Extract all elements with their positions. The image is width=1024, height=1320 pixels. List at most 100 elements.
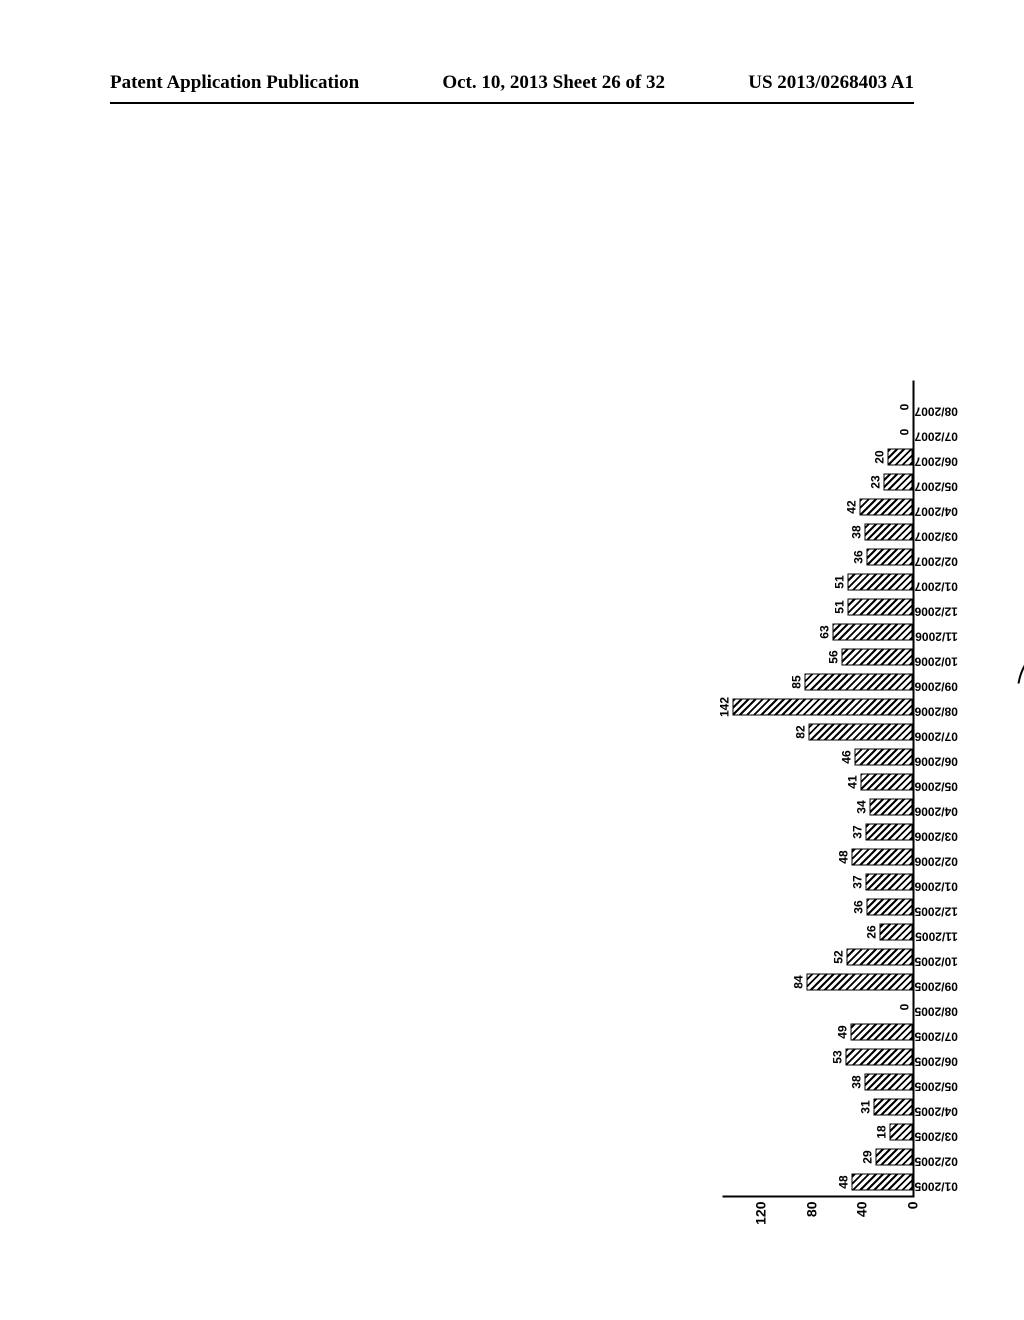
y-tick: 80 [803,1202,819,1218]
bar-value-label: 51 [833,575,847,588]
bar-column: 42 [859,498,912,517]
bar-column: 37 [866,873,913,892]
x-tick: 08/2005 [915,1000,958,1019]
figure: 04080120 4829183138534908452263637483734… [723,378,1024,1238]
x-tick: 09/2006 [915,675,958,694]
bar-value-label: 20 [872,450,886,463]
x-tick: 07/2006 [915,725,958,744]
x-tick: 07/2005 [915,1025,958,1044]
header-line: Patent Application Publication Oct. 10, … [0,72,1024,94]
bar [833,624,913,641]
shipment-chart: 04080120 4829183138534908452263637483734… [723,378,953,1238]
bar-column: 49 [850,1023,912,1042]
x-tick: 07/2007 [915,425,958,444]
bar-value-label: 29 [861,1150,875,1163]
x-tick: 06/2007 [915,450,958,469]
bar-value-label: 31 [858,1100,872,1113]
bar-column: 41 [861,773,913,792]
callout-leader-icon [1017,644,1024,688]
bar [883,474,912,491]
bar [805,674,913,691]
header-left: Patent Application Publication [110,72,359,94]
bar-column: 46 [854,748,912,767]
bar [852,1174,913,1191]
bar-column: 48 [852,848,913,867]
bar-column: 142 [733,698,913,717]
bar-value-label: 52 [832,950,846,963]
bar [876,1149,913,1166]
bar [847,949,913,966]
bar [854,749,912,766]
x-tick: 08/2007 [915,400,958,419]
bar [861,774,913,791]
bar [880,924,913,941]
x-tick: 09/2005 [915,975,958,994]
bar-value-label: 0 [898,429,912,436]
bar [873,1099,912,1116]
bar-value-label: 26 [865,925,879,938]
bar-value-label: 82 [794,725,808,738]
bar-column: 36 [867,898,913,917]
bar-column: 85 [805,673,913,692]
header-rule [110,102,914,104]
x-tick: 02/2005 [915,1150,958,1169]
bar-column: 37 [866,823,913,842]
bar-column: 29 [876,1148,913,1167]
bar [887,449,912,466]
bar-value-label: 142 [718,697,732,717]
bar [733,699,913,716]
bar [852,849,913,866]
plot-area: 4829183138534908452263637483734414682142… [723,381,915,1198]
bar-value-label: 37 [851,825,865,838]
y-tick: 0 [905,1202,921,1210]
header-right: US 2013/0268403 A1 [748,72,914,94]
x-tick: 11/2005 [915,925,958,944]
bar [845,1049,912,1066]
bar [866,824,913,841]
x-tick: 03/2006 [915,825,958,844]
x-tick: 01/2007 [915,575,958,594]
bar-column: 56 [842,648,913,667]
bar-column: 53 [845,1048,912,1067]
bar [869,799,912,816]
bar-value-label: 37 [851,875,865,888]
x-tick: 05/2007 [915,475,958,494]
x-tick: 03/2007 [915,525,958,544]
bar-column: 34 [869,798,912,817]
x-tick: 02/2006 [915,850,958,869]
y-tick: 40 [854,1202,870,1218]
bar [850,1024,912,1041]
x-tick: 04/2006 [915,800,958,819]
bar-value-label: 85 [790,675,804,688]
bar-value-label: 0 [898,1004,912,1011]
bar-value-label: 38 [849,1075,863,1088]
x-tick: 10/2005 [915,950,958,969]
bar-column: 23 [883,473,912,492]
x-tick: 08/2006 [915,700,958,719]
bar [842,649,913,666]
bar-value-label: 84 [791,975,805,988]
bar-value-label: 46 [839,750,853,763]
x-tick: 05/2005 [915,1075,958,1094]
bar-column: 38 [864,523,912,542]
bar [848,599,913,616]
bar-value-label: 63 [818,625,832,638]
bar-column: 63 [833,623,913,642]
y-axis-ticks: 04080120 [723,1198,913,1238]
bars-container: 4829183138534908452263637483734414682142… [723,381,913,1196]
x-tick: 01/2005 [915,1175,958,1194]
bar-column: 51 [848,573,913,592]
x-tick: 04/2007 [915,500,958,519]
x-tick: 03/2005 [915,1125,958,1144]
x-tick: 10/2006 [915,650,958,669]
bar-column: 51 [848,598,913,617]
page: Patent Application Publication Oct. 10, … [0,0,1024,1320]
bar-column: 20 [887,448,912,467]
x-tick: 01/2006 [915,875,958,894]
x-tick: 12/2006 [915,600,958,619]
bar [866,874,913,891]
header-center: Oct. 10, 2013 Sheet 26 of 32 [442,72,665,94]
x-tick: 06/2005 [915,1050,958,1069]
bar-value-label: 36 [852,900,866,913]
bar-value-label: 18 [875,1125,889,1138]
